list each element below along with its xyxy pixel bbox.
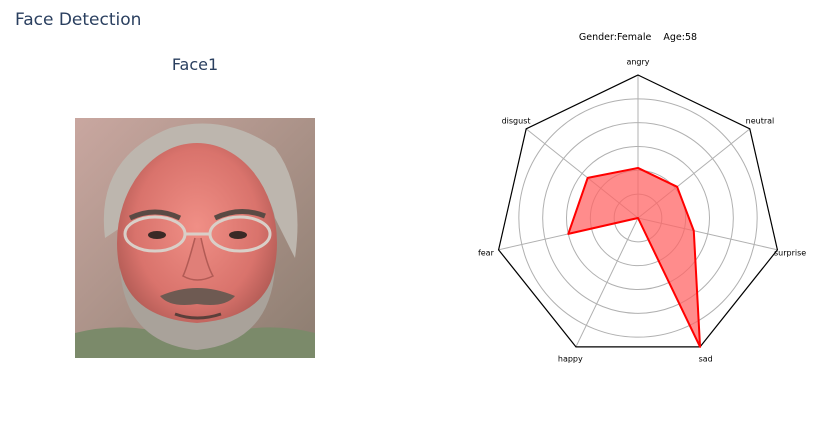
category-label-fear: fear <box>477 248 494 258</box>
category-label-neutral: neutral <box>745 116 775 126</box>
category-label-happy: happy <box>557 354 583 364</box>
radar-frame <box>497 74 779 348</box>
face-title: Face1 <box>171 55 219 74</box>
chart-title: Gender:Female Age:58 <box>578 32 698 43</box>
category-label-disgust: disgust <box>501 116 531 126</box>
grid-spoke <box>575 217 639 348</box>
emotion-series-area <box>567 166 702 348</box>
app-title: Face Detection <box>15 10 142 30</box>
emotion-radar-chart: Gender:Female Age:58 angry neutral surpris… <box>440 25 833 385</box>
face-image <box>75 118 315 358</box>
category-label-surprise: surprise <box>773 248 807 258</box>
category-label-sad: sad <box>698 354 713 364</box>
face-photo-illustration <box>75 118 315 358</box>
category-label-angry: angry <box>626 57 650 67</box>
radar-svg <box>497 74 779 348</box>
